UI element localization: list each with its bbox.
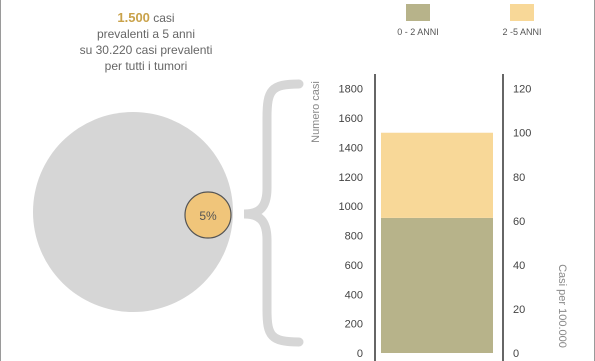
left-tick-label: 800 (345, 231, 363, 243)
right-tick-label: 20 (513, 304, 525, 316)
right-axis-title: Casi per 100.000 (556, 264, 568, 348)
right-tick-label: 120 (513, 84, 531, 96)
share-bubble-label: 5% (199, 209, 217, 223)
caption-line-3: su 30.220 casi prevalenti (79, 43, 213, 57)
caption-cases-word: casi (149, 11, 175, 25)
brace-connector (243, 79, 304, 347)
left-tick-label: 400 (345, 289, 363, 301)
legend-swatch-0-2-anni (406, 4, 430, 21)
right-tick-label: 60 (513, 216, 525, 228)
left-tick-label: 1000 (339, 201, 363, 213)
right-tick-label: 0 (513, 348, 519, 360)
caption-line-4: per tutti i tumori (104, 59, 188, 73)
bar-segment-2-5-anni (381, 132, 493, 218)
legend-label-2-5-anni: 2 -5 ANNI (502, 27, 542, 37)
caption-line-1: 1.500 casi (21, 10, 271, 26)
left-tick-label: 1400 (339, 142, 363, 154)
right-tick-label: 80 (513, 172, 525, 184)
legend-item-2-5-anni: 2 -5 ANNI (477, 4, 567, 37)
caption-line-2: prevalenti a 5 anni (96, 27, 196, 41)
left-tick-label: 1200 (339, 172, 363, 184)
left-tick-label: 0 (357, 348, 363, 360)
bar-segment-0-2-anni (381, 217, 493, 353)
left-tick-label: 200 (345, 319, 363, 331)
legend-swatch-2-5-anni (510, 4, 534, 21)
share-bubble (184, 191, 232, 239)
prevalence-caption: 1.500 casi prevalenti a 5 anni su 30.220… (21, 10, 271, 74)
left-tick-label: 600 (345, 260, 363, 272)
legend-label-0-2-anni: 0 - 2 ANNI (397, 27, 439, 37)
right-tick-label: 40 (513, 260, 525, 272)
left-tick-label: 1800 (339, 84, 363, 96)
prevalent-cases-count: 1.500 (117, 10, 150, 25)
all-tumors-circle (33, 112, 233, 312)
left-tick-label: 1600 (339, 113, 363, 125)
right-tick-label: 100 (513, 128, 531, 140)
left-axis-title: Numero casi (310, 81, 322, 143)
legend-item-0-2-anni: 0 - 2 ANNI (373, 4, 463, 37)
